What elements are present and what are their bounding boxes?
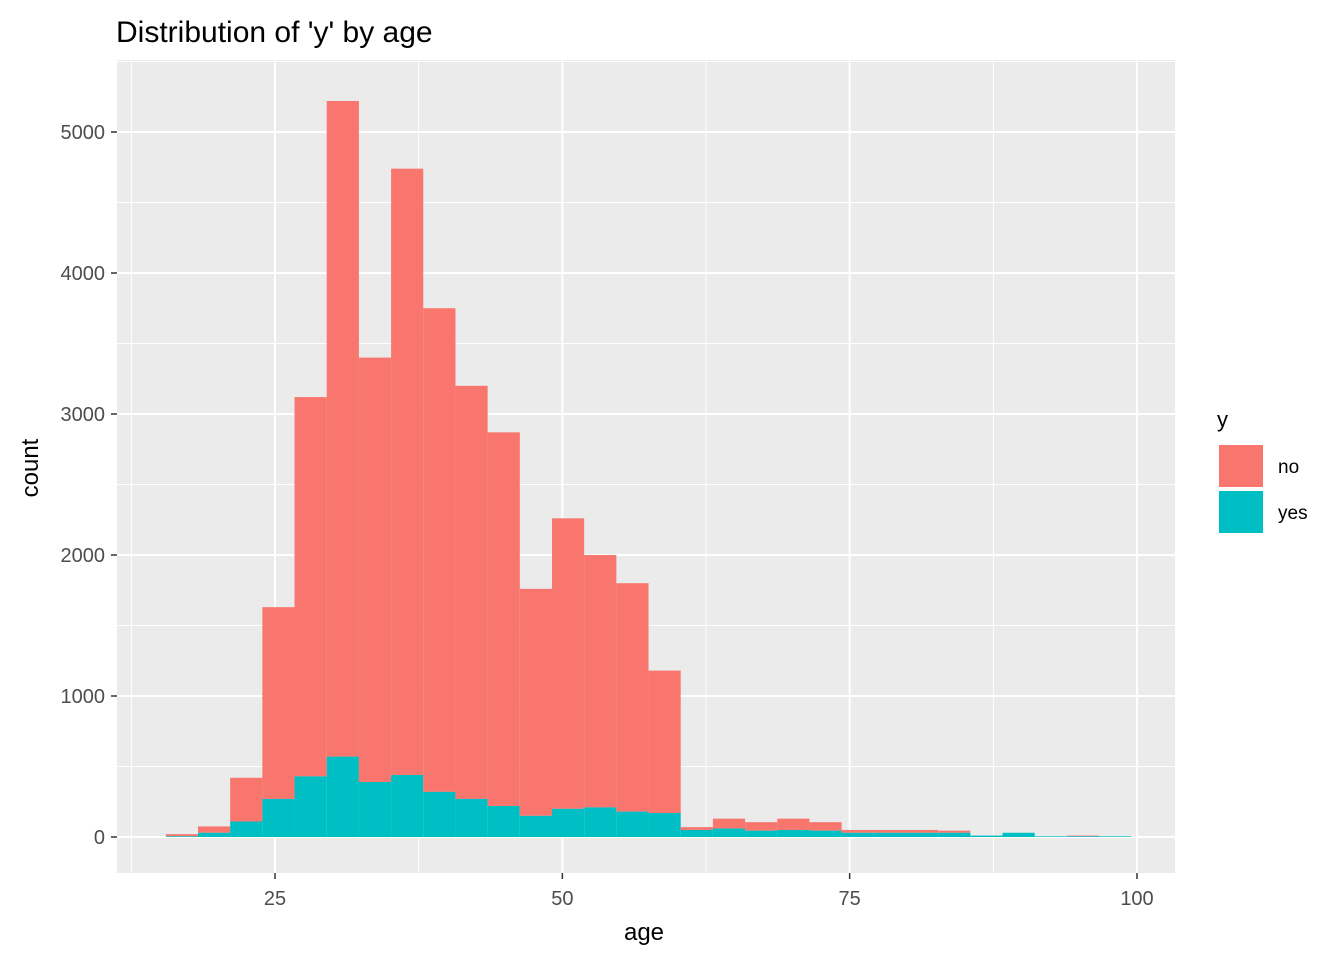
bar-no: [680, 827, 713, 830]
x-tick-label: 75: [839, 888, 861, 910]
bar-no: [712, 818, 746, 829]
bar-no: [230, 777, 263, 822]
bar-no: [841, 829, 874, 833]
bar-no: [423, 308, 456, 792]
x-axis-ticks: 25 50 75 100: [264, 873, 1154, 910]
bar-no: [551, 518, 585, 809]
y-tick-label: 5000: [61, 122, 106, 144]
bar-no: [616, 583, 649, 812]
bar-no: [519, 588, 552, 816]
bar-yes: [712, 828, 746, 837]
bar-no: [648, 670, 681, 814]
bar-no: [584, 555, 617, 808]
chart-title: Distribution of 'y' by age: [116, 16, 433, 49]
y-tick-label: 1000: [61, 686, 106, 708]
bar-yes: [197, 832, 231, 837]
bar-yes: [905, 832, 939, 837]
bar-yes: [938, 832, 971, 837]
bar-yes: [262, 798, 295, 837]
bar-no: [777, 818, 810, 830]
y-tick-label: 2000: [61, 545, 106, 567]
bar-yes: [455, 798, 488, 837]
bar-yes: [551, 808, 585, 837]
bar-yes: [423, 791, 456, 837]
bar-yes: [841, 832, 874, 837]
y-tick-label: 0: [94, 827, 105, 849]
bar-no: [938, 830, 971, 833]
bar-yes: [616, 811, 649, 837]
bar-yes: [1066, 836, 1100, 837]
legend: y no yes: [1217, 407, 1308, 535]
bar-yes: [1034, 836, 1067, 837]
bar-no: [745, 822, 778, 831]
bar-yes: [970, 835, 1003, 837]
y-axis-ticks: 0 1000 2000 3000 4000 5000: [61, 122, 117, 849]
bar-no: [455, 385, 488, 799]
x-tick-label: 50: [551, 888, 573, 910]
bar-yes: [487, 805, 520, 837]
bar-yes: [648, 813, 681, 837]
bar-yes: [873, 832, 906, 837]
bar-no: [294, 397, 327, 777]
bar-no: [197, 826, 231, 833]
bar-yes: [809, 830, 842, 837]
bar-no: [165, 834, 198, 837]
bar-yes: [165, 836, 198, 837]
bar-no: [809, 822, 842, 831]
bar-no: [487, 432, 520, 806]
bar-yes: [680, 829, 713, 837]
bar-no: [905, 829, 939, 833]
bar-no: [358, 357, 392, 783]
bar-yes: [1002, 832, 1035, 837]
x-tick-label: 25: [264, 888, 286, 910]
x-axis-title: age: [624, 919, 664, 946]
bar-yes: [391, 774, 424, 837]
bar-yes: [745, 830, 778, 837]
bar-no: [873, 829, 906, 833]
y-tick-label: 3000: [61, 404, 106, 426]
bar-yes: [230, 821, 263, 837]
legend-label-yes: yes: [1278, 503, 1308, 524]
legend-key-yes: [1217, 489, 1265, 535]
bar-yes: [584, 807, 617, 837]
bar-no: [391, 168, 424, 775]
bar-yes: [358, 782, 392, 837]
bar-yes: [326, 756, 359, 837]
y-tick-label: 4000: [61, 263, 106, 285]
y-axis-title: count: [17, 438, 44, 497]
legend-label-no: no: [1278, 457, 1299, 478]
bar-no: [262, 607, 295, 799]
bar-yes: [294, 776, 327, 837]
legend-title: y: [1217, 407, 1228, 432]
bar-yes: [519, 815, 552, 837]
histogram-bars: [165, 100, 1132, 837]
bar-no: [1066, 835, 1100, 837]
legend-key-no: [1217, 443, 1265, 489]
bar-no: [326, 100, 359, 757]
bar-yes: [777, 829, 810, 837]
bar-yes: [1099, 836, 1132, 837]
x-tick-label: 100: [1120, 888, 1153, 910]
